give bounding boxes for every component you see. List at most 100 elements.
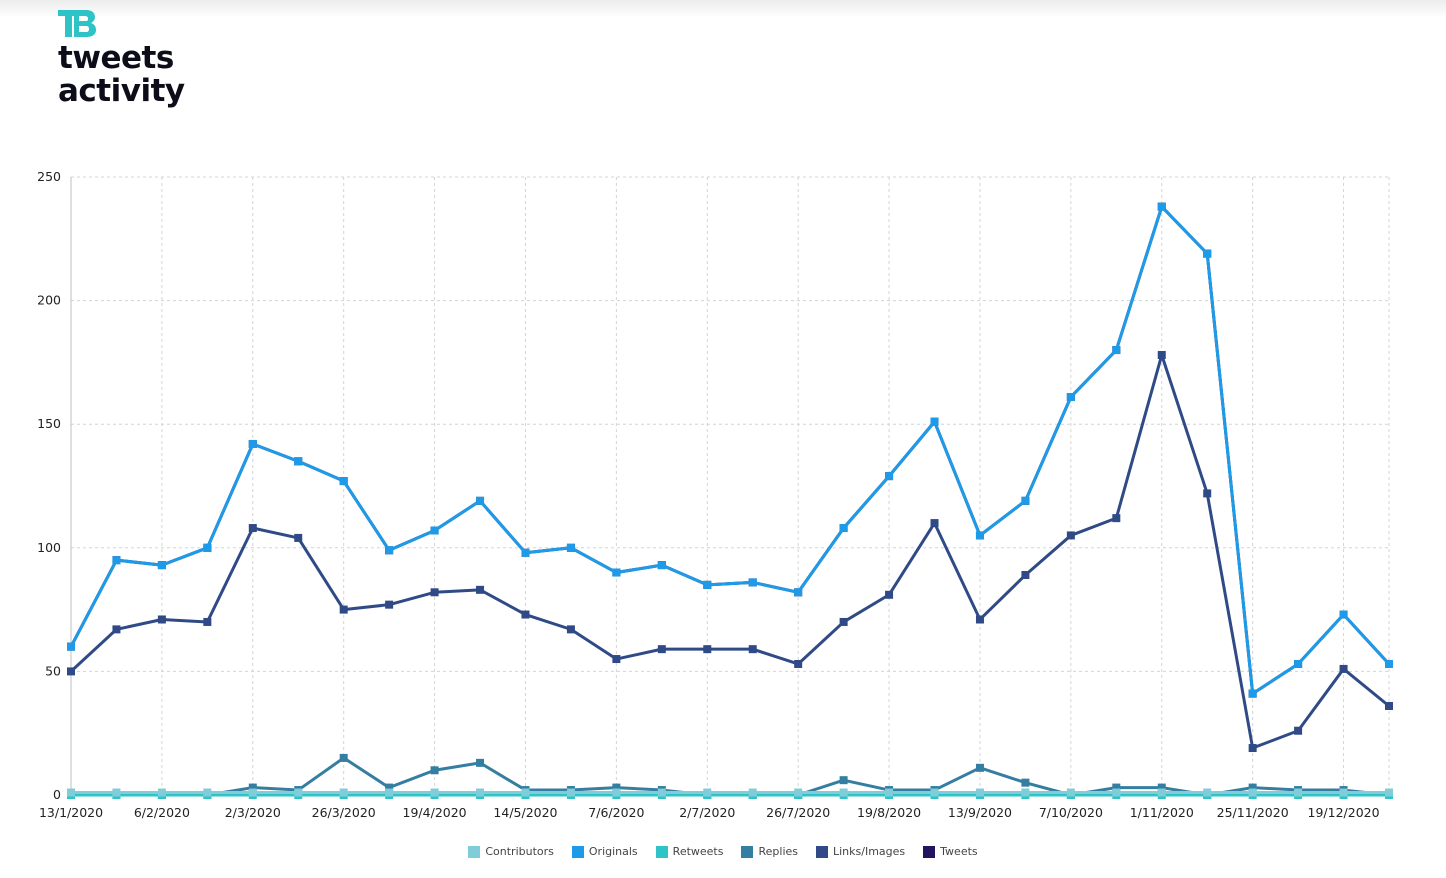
data-point-links-images <box>657 645 666 654</box>
tweets-activity-chart: 0 50 100 150 200 250 13/1/2020 6/2/2020 2/3/2020… <box>37 169 1393 820</box>
data-point-replies <box>839 776 848 785</box>
x-tick-label: 7/10/2020 <box>1039 805 1103 820</box>
legend-item-tweets[interactable]: Tweets <box>923 845 978 858</box>
data-point-originals <box>1203 249 1212 258</box>
legend-swatch <box>468 845 481 858</box>
series-line-links-images <box>69 353 1390 750</box>
data-point-originals <box>339 477 348 486</box>
data-point-replies <box>1021 778 1030 787</box>
data-point-links-images <box>112 625 121 634</box>
data-point-contributors <box>157 788 166 797</box>
data-point-originals <box>930 417 939 426</box>
top-shadow <box>0 0 1446 18</box>
legend-item-contributors[interactable]: Contributors <box>468 845 554 858</box>
data-point-originals <box>1385 659 1393 668</box>
data-point-contributors <box>1021 788 1030 797</box>
data-point-links-images <box>248 524 257 533</box>
title-line-1: tweets <box>58 40 174 76</box>
data-point-originals <box>1157 202 1166 211</box>
data-point-contributors <box>1112 788 1121 797</box>
data-point-contributors <box>794 788 803 797</box>
tb-logo-icon <box>58 10 96 37</box>
data-point-contributors <box>521 788 530 797</box>
data-point-originals <box>430 526 439 535</box>
data-point-originals <box>1066 393 1075 402</box>
data-point-originals <box>975 531 984 540</box>
legend-swatch <box>571 845 584 858</box>
data-point-contributors <box>748 788 757 797</box>
data-point-links-images <box>612 655 621 664</box>
y-tick-label: 250 <box>37 169 61 184</box>
legend-swatch <box>923 845 936 858</box>
y-tick-label: 200 <box>37 293 61 308</box>
data-point-originals <box>248 439 257 448</box>
data-point-contributors <box>1385 788 1393 797</box>
data-point-replies <box>385 783 394 792</box>
x-tick-label: 1/11/2020 <box>1130 805 1194 820</box>
x-tick-label: 19/12/2020 <box>1308 805 1380 820</box>
data-point-links-images <box>1385 702 1393 711</box>
x-tick-label: 2/3/2020 <box>225 805 281 820</box>
legend-item-replies[interactable]: Replies <box>741 845 798 858</box>
data-point-contributors <box>1066 788 1075 797</box>
x-tick-label: 19/8/2020 <box>857 805 921 820</box>
data-point-contributors <box>930 788 939 797</box>
data-point-links-images <box>1066 531 1075 540</box>
data-point-links-images <box>430 588 439 597</box>
data-point-originals <box>566 543 575 552</box>
data-point-links-images <box>703 645 712 654</box>
data-point-replies <box>1157 783 1166 792</box>
data-point-links-images <box>1112 514 1121 523</box>
data-point-originals <box>839 524 848 533</box>
data-point-originals <box>612 568 621 577</box>
data-point-contributors <box>885 788 894 797</box>
data-point-contributors <box>703 788 712 797</box>
data-point-contributors <box>839 788 848 797</box>
legend-label: Retweets <box>672 845 724 858</box>
legend-swatch <box>816 845 828 858</box>
data-point-links-images <box>839 617 848 626</box>
data-point-links-images <box>1248 744 1257 753</box>
data-point-originals <box>521 548 530 557</box>
data-point-contributors <box>294 788 303 797</box>
data-point-originals <box>1248 689 1257 698</box>
data-point-contributors <box>67 788 75 797</box>
title-line-2: activity <box>58 73 185 109</box>
legend-item-links-images[interactable]: Links/Images <box>816 845 905 858</box>
x-tick-label: 26/3/2020 <box>312 805 376 820</box>
data-point-links-images <box>1021 570 1030 579</box>
legend-swatch <box>741 845 754 858</box>
data-point-links-images <box>885 590 894 599</box>
data-point-links-images <box>385 600 394 609</box>
legend-item-originals[interactable]: Originals <box>571 845 638 858</box>
data-point-contributors <box>430 788 439 797</box>
data-point-originals <box>1294 659 1303 668</box>
data-point-links-images <box>157 615 166 624</box>
data-point-contributors <box>1157 788 1166 797</box>
data-point-replies <box>248 783 257 792</box>
data-point-originals <box>157 561 166 570</box>
x-tick-label: 25/11/2020 <box>1217 805 1289 820</box>
data-point-contributors <box>975 788 984 797</box>
data-point-links-images <box>748 645 757 654</box>
x-tick-label: 19/4/2020 <box>403 805 467 820</box>
series-line-replies <box>71 756 1390 797</box>
data-point-originals <box>476 496 485 505</box>
data-point-replies <box>975 763 984 772</box>
data-point-contributors <box>1203 788 1212 797</box>
legend-label: Tweets <box>940 845 978 858</box>
x-tick-label: 13/9/2020 <box>948 805 1012 820</box>
y-tick-label: 0 <box>53 787 61 802</box>
data-point-links-images <box>67 667 75 676</box>
data-point-links-images <box>1339 664 1348 673</box>
legend-label: Contributors <box>485 845 554 858</box>
data-point-contributors <box>339 788 348 797</box>
legend-item-retweets[interactable]: Retweets <box>655 845 724 858</box>
x-tick-label: 14/5/2020 <box>493 805 557 820</box>
chart-legend: Contributors Originals Retweets Replies Link… <box>0 845 1446 858</box>
data-point-contributors <box>1294 788 1303 797</box>
legend-label: Replies <box>758 845 798 858</box>
data-point-links-images <box>975 615 984 624</box>
series-line-originals <box>69 205 1391 696</box>
data-point-links-images <box>1157 350 1166 359</box>
